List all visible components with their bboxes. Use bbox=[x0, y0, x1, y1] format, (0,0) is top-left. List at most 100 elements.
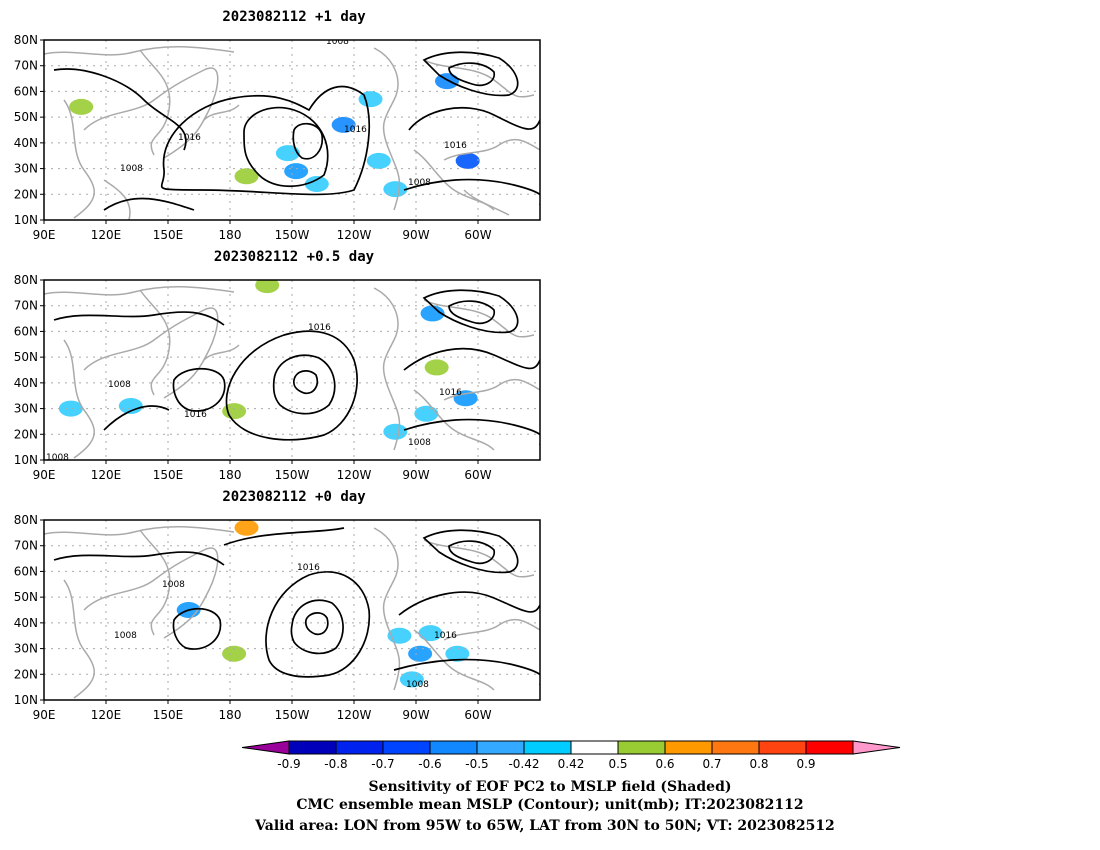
colorbar-swatch bbox=[382, 740, 431, 755]
lon-tick-label: 120E bbox=[91, 228, 122, 242]
colorbar-tick-label: -0.6 bbox=[418, 757, 441, 771]
colorbar-swatch bbox=[711, 740, 760, 755]
shading-blob bbox=[445, 645, 470, 662]
shading-blob bbox=[255, 280, 280, 294]
shading-blob bbox=[424, 359, 449, 376]
isobar-label: 1008 bbox=[408, 178, 431, 188]
lat-tick-label: 70N bbox=[14, 539, 38, 553]
isobar-labels: 1008 1016 1016 1016 1008 1008 bbox=[120, 37, 467, 188]
lat-tick-label: 10N bbox=[14, 693, 38, 707]
isobar-label: 1016 bbox=[344, 125, 367, 135]
lat-tick-label: 50N bbox=[14, 350, 38, 364]
lat-tick-label: 30N bbox=[14, 402, 38, 416]
lat-tick-label: 40N bbox=[14, 136, 38, 150]
lon-tick-label: 180 bbox=[219, 228, 242, 242]
lat-tick-label: 30N bbox=[14, 162, 38, 176]
lon-tick-label: 180 bbox=[219, 468, 242, 482]
colorbar-tick-label: 0.6 bbox=[655, 757, 674, 771]
isobar-label: 1016 bbox=[439, 388, 462, 398]
lon-tick-label: 90E bbox=[33, 468, 56, 482]
caption-line-3: Valid area: LON from 95W to 65W, LAT fro… bbox=[254, 818, 835, 834]
lon-tick-label: 150E bbox=[153, 468, 184, 482]
colorbar-tick-label: -0.8 bbox=[324, 757, 347, 771]
shading-blob bbox=[420, 305, 445, 322]
lon-tick-label: 150W bbox=[275, 708, 310, 722]
colorbar-swatch bbox=[664, 740, 713, 755]
map-axes: 90E 120E 150E 180 150W 120W 90W 60W 80N 70N 60N 50N… bbox=[14, 273, 492, 482]
shading-blob bbox=[222, 403, 247, 420]
colorbar-tick-label: 0.42 bbox=[558, 757, 585, 771]
colorbar-tick-label: -0.5 bbox=[465, 757, 488, 771]
shading-blob bbox=[118, 398, 143, 414]
lon-tick-label: 120E bbox=[91, 468, 122, 482]
panel-title: 2023082112 +1 day bbox=[222, 9, 366, 25]
colorbar-swatch bbox=[805, 740, 854, 755]
lat-tick-label: 10N bbox=[14, 213, 38, 227]
shading-blob bbox=[408, 645, 433, 662]
isobar-label: 1008 bbox=[114, 631, 137, 641]
map-panel-3: 2023082112 +0 day bbox=[14, 489, 541, 722]
isobar-label: 1016 bbox=[297, 563, 320, 573]
colorbar-swatch bbox=[570, 740, 619, 755]
shading-blob bbox=[275, 145, 300, 162]
colorbar-low-extension bbox=[241, 740, 290, 755]
coastlines bbox=[44, 45, 540, 220]
colorbar-swatch bbox=[758, 740, 807, 755]
lat-tick-label: 80N bbox=[14, 273, 38, 287]
isobar-label: 1016 bbox=[184, 410, 207, 420]
isobar-label: 1008 bbox=[162, 580, 185, 590]
shading-blob bbox=[383, 181, 408, 198]
colorbar-swatch bbox=[617, 740, 666, 755]
shading-blob bbox=[222, 645, 247, 662]
shading-blob bbox=[366, 152, 391, 169]
lat-tick-label: 50N bbox=[14, 110, 38, 124]
lon-tick-label: 60W bbox=[464, 468, 491, 482]
lat-lon-gridlines bbox=[44, 40, 540, 220]
isobar-label: 1016 bbox=[178, 133, 201, 143]
shading-blob bbox=[234, 520, 259, 536]
colorbar-swatch bbox=[288, 740, 337, 755]
isobar-label: 1016 bbox=[308, 323, 331, 333]
lat-tick-label: 20N bbox=[14, 187, 38, 201]
coastlines bbox=[44, 525, 540, 699]
lon-tick-label: 150E bbox=[153, 708, 184, 722]
lon-tick-label: 90E bbox=[33, 708, 56, 722]
lon-tick-label: 150E bbox=[153, 228, 184, 242]
isobar-label: 1008 bbox=[326, 37, 349, 47]
shading-blob bbox=[418, 625, 443, 642]
panel-title: 2023082112 +0.5 day bbox=[214, 249, 375, 265]
lat-lon-gridlines bbox=[44, 520, 540, 700]
isobar-label: 1008 bbox=[46, 453, 69, 463]
map-axes: 90E 120E 150E 180 150W 120W 90W 60W 80N 70N 60N 50N… bbox=[14, 33, 492, 242]
lat-tick-label: 80N bbox=[14, 33, 38, 47]
coastlines bbox=[44, 285, 540, 459]
lat-tick-label: 40N bbox=[14, 616, 38, 630]
lon-tick-label: 150W bbox=[275, 468, 310, 482]
lat-tick-label: 70N bbox=[14, 59, 38, 73]
figure-caption: Sensitivity of EOF PC2 to MSLP field (Sh… bbox=[254, 779, 835, 834]
lon-tick-label: 120E bbox=[91, 708, 122, 722]
isobar-labels: 1016 1008 1008 1016 1008 bbox=[114, 563, 457, 690]
isobar-contours bbox=[53, 527, 540, 685]
lat-tick-label: 20N bbox=[14, 427, 38, 441]
colorbar-tick-label: -0.42 bbox=[508, 757, 539, 771]
shading-blob bbox=[331, 116, 356, 133]
isobar-labels: 1016 1008 1016 1016 1008 1008 bbox=[46, 323, 462, 463]
shading-blob bbox=[414, 405, 439, 422]
colorbar-tick-label: 0.8 bbox=[749, 757, 768, 771]
map-panel-1: 2023082112 +1 day bbox=[14, 9, 541, 242]
lat-tick-label: 30N bbox=[14, 642, 38, 656]
shading-blob bbox=[383, 423, 408, 440]
isobar-label: 1008 bbox=[408, 438, 431, 448]
lon-tick-label: 90E bbox=[33, 228, 56, 242]
panel-title: 2023082112 +0 day bbox=[222, 489, 366, 505]
lat-tick-label: 10N bbox=[14, 453, 38, 467]
caption-line-2: CMC ensemble mean MSLP (Contour); unit(m… bbox=[296, 797, 803, 813]
lon-tick-label: 90W bbox=[402, 468, 429, 482]
lon-tick-label: 90W bbox=[402, 228, 429, 242]
sensitivity-shading bbox=[69, 73, 480, 198]
colorbar: -0.9 -0.8 -0.7 -0.6 -0.5 -0.42 0.42 0.5 0.6 0.7 0.… bbox=[241, 740, 901, 771]
colorbar-tick-label: -0.7 bbox=[371, 757, 394, 771]
isobar-label: 1008 bbox=[120, 164, 143, 174]
